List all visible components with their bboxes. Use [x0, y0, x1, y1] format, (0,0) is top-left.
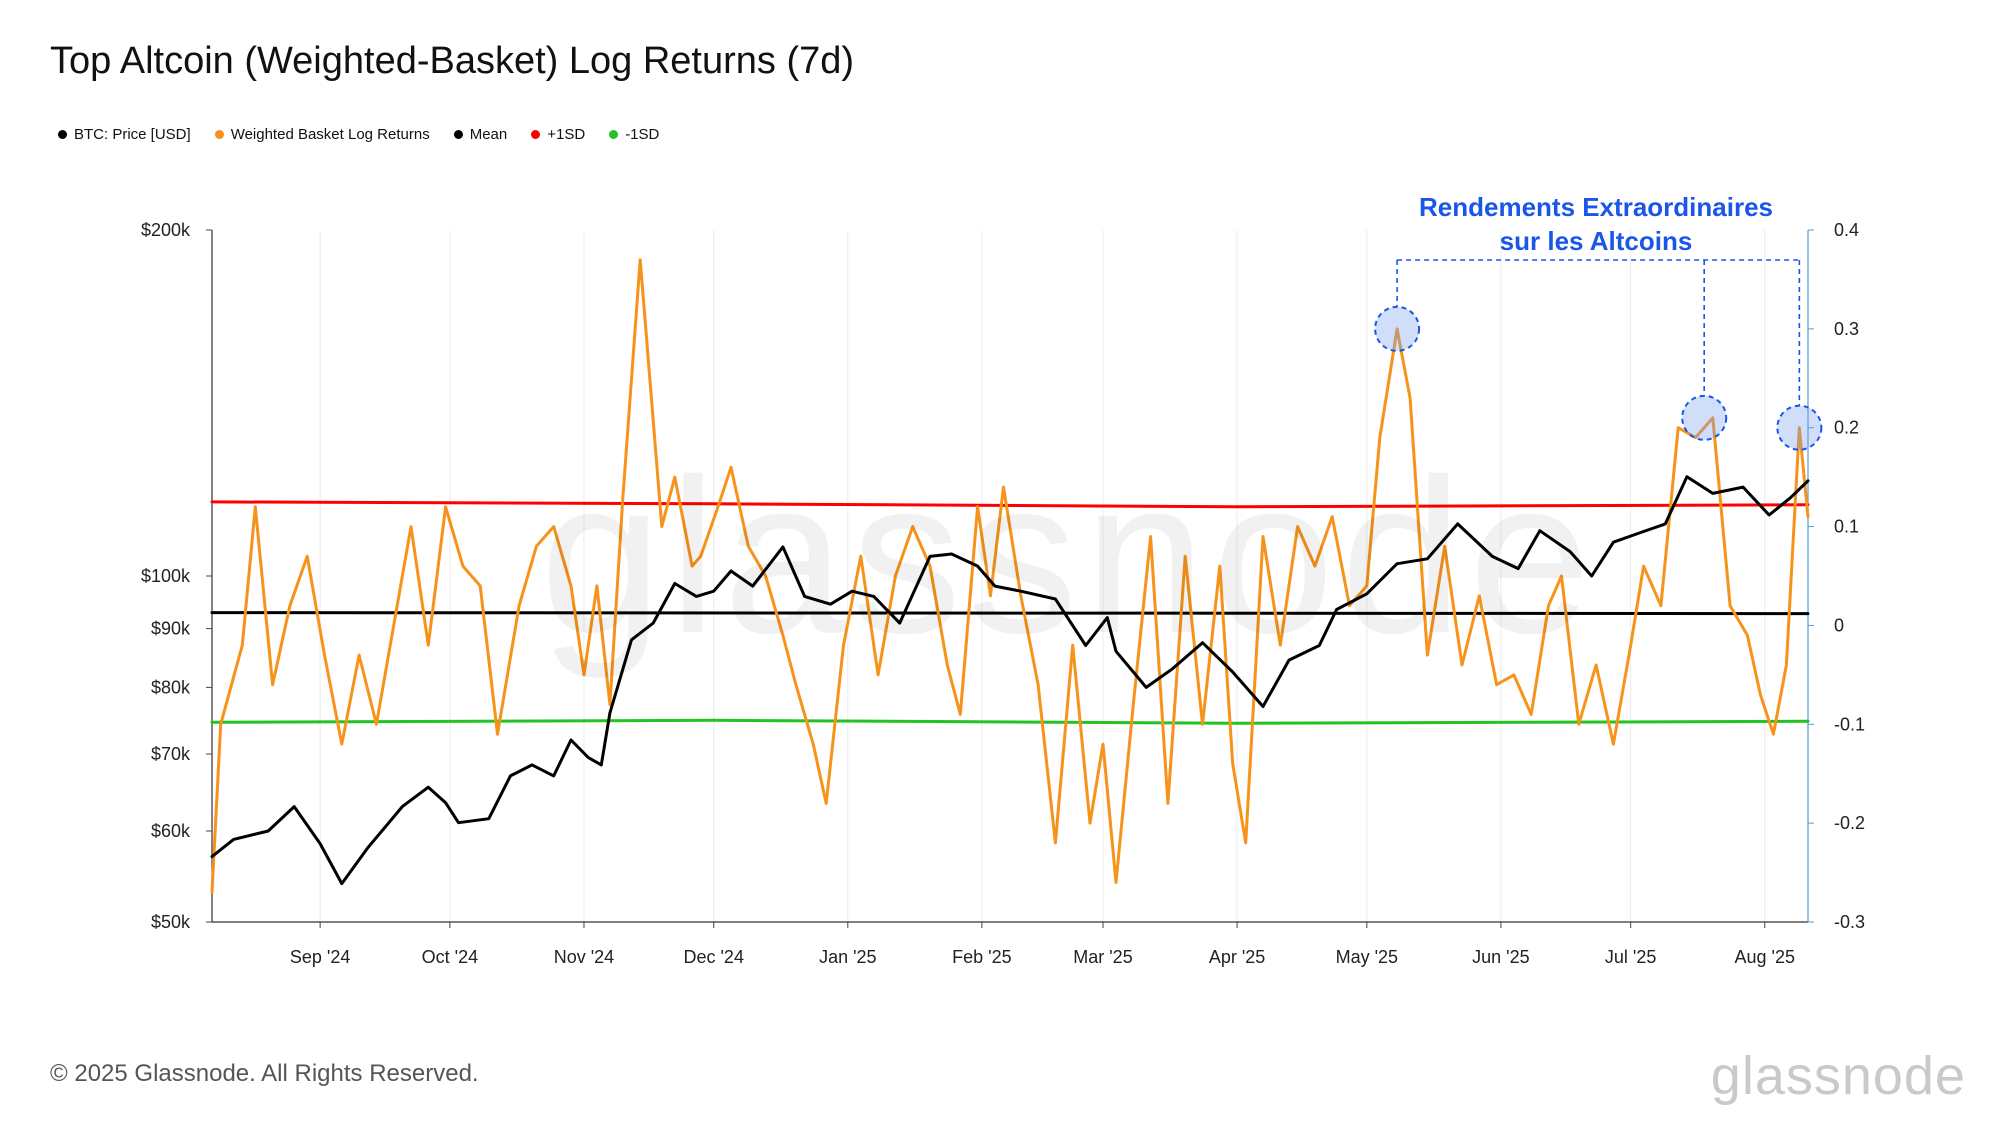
legend-dot-icon — [531, 130, 541, 139]
chart-title: Top Altcoin (Weighted-Basket) Log Return… — [50, 40, 855, 82]
legend-item[interactable]: +1SD — [531, 126, 585, 143]
highlight-circle — [1681, 394, 1728, 441]
series-line-1sd — [210, 718, 1810, 725]
annotation-line-2: sur les Altcoins — [1499, 226, 1693, 256]
legend-dot-icon — [609, 130, 619, 139]
right-tick-label: -0.1 — [1834, 714, 1865, 734]
left-tick-label: $80k — [151, 677, 191, 697]
legend-label: +1SD — [547, 126, 586, 143]
copyright-text: © 2025 Glassnode. All Rights Reserved. — [50, 1060, 479, 1087]
x-tick-label: Aug '25 — [1734, 947, 1795, 967]
right-tick-label: -0.3 — [1834, 912, 1865, 932]
legend-dot-icon — [214, 130, 224, 139]
left-tick-label: $50k — [151, 912, 191, 932]
legend-label: Weighted Basket Log Returns — [230, 126, 430, 143]
x-tick-label: Mar '25 — [1073, 947, 1132, 967]
legend-item[interactable]: -1SD — [609, 126, 659, 143]
legend-item[interactable]: Mean — [453, 126, 508, 143]
right-tick-label: 0.2 — [1834, 418, 1859, 438]
legend-dot-icon — [453, 130, 463, 139]
legend-item[interactable]: Weighted Basket Log Returns — [214, 126, 430, 143]
right-tick-label: -0.2 — [1834, 813, 1865, 833]
highlight-circle — [1776, 404, 1823, 451]
x-tick-label: Jul '25 — [1605, 947, 1656, 967]
annotation-line-1: Rendements Extraordinaires — [1418, 192, 1773, 222]
x-tick-label: Feb '25 — [952, 947, 1011, 967]
left-tick-label: $100k — [141, 566, 191, 586]
right-tick-label: 0 — [1834, 615, 1844, 635]
legend: BTC: Price [USD] Weighted Basket Log Retu… — [58, 126, 659, 143]
legend-label: -1SD — [625, 126, 660, 143]
x-tick-label: Dec '24 — [683, 947, 743, 967]
series-line-btc-price-usd — [210, 475, 1810, 886]
left-tick-label: $90k — [151, 619, 191, 639]
series-line-weighted-basket-log-returns — [210, 258, 1810, 894]
legend-label: BTC: Price [USD] — [74, 126, 191, 143]
x-tick-label: Nov '24 — [554, 947, 614, 967]
series-line-mean — [210, 611, 1810, 616]
left-tick-label: $60k — [151, 821, 191, 841]
legend-label: Mean — [469, 126, 508, 143]
highlight-circle — [1374, 305, 1421, 352]
watermark: glassnode — [540, 433, 1597, 679]
legend-dot-icon — [58, 130, 67, 139]
brand-logo: glassnode — [1710, 1046, 1966, 1106]
right-tick-label: 0.1 — [1834, 517, 1859, 537]
left-tick-label: $200k — [141, 220, 191, 240]
x-tick-label: Jun '25 — [1472, 947, 1529, 967]
series-line-1sd — [210, 500, 1810, 509]
right-tick-label: 0.4 — [1834, 220, 1859, 240]
x-tick-label: Sep '24 — [290, 947, 351, 967]
x-tick-label: Jan '25 — [819, 947, 876, 967]
x-tick-label: May '25 — [1336, 947, 1398, 967]
x-tick-label: Apr '25 — [1209, 947, 1265, 967]
annotation-label: Rendements Extraordinaires sur les Altco… — [1366, 190, 1826, 258]
right-tick-label: 0.3 — [1834, 319, 1859, 339]
left-tick-label: $70k — [151, 744, 191, 764]
x-tick-label: Oct '24 — [422, 947, 478, 967]
legend-item[interactable]: BTC: Price [USD] — [58, 126, 191, 143]
